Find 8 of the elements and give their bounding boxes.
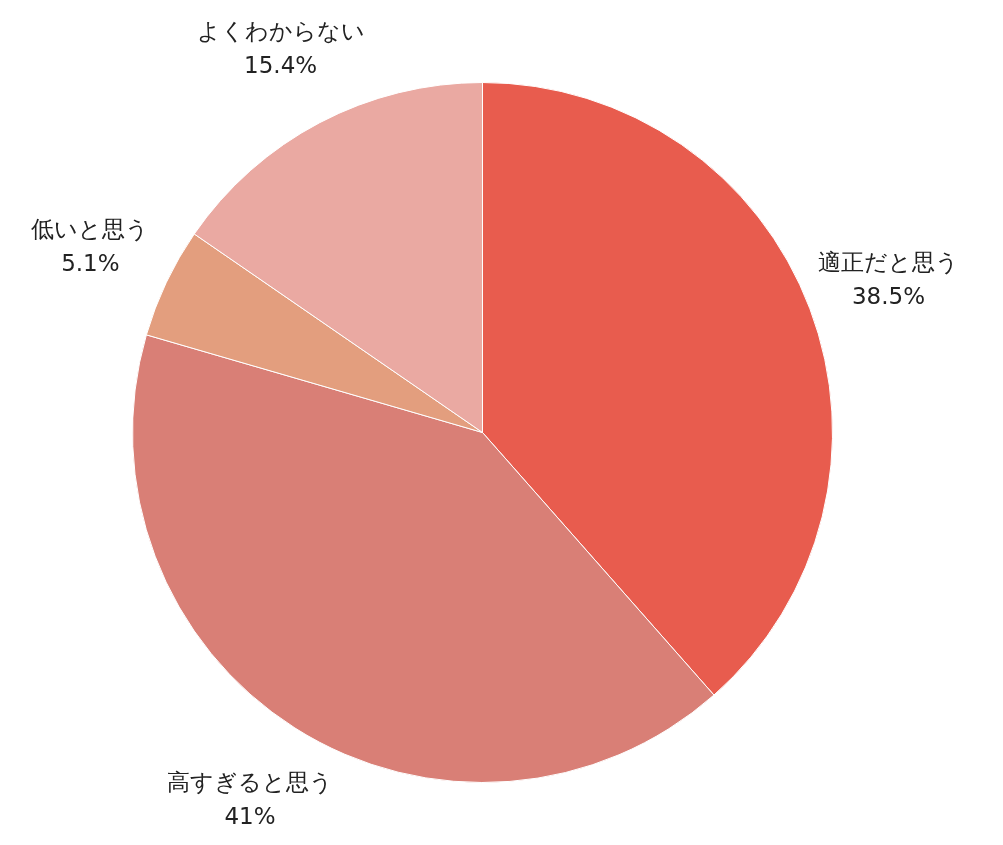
slice-label: 高すぎると思う	[166, 768, 333, 795]
data-label: 5.1%	[61, 250, 120, 277]
slice-label: よくわからない	[196, 18, 365, 45]
data-label: 15.4%	[244, 52, 318, 79]
slice-label: 適正だと思う	[817, 249, 959, 276]
data-label: 38.5%	[851, 283, 926, 310]
data-label: 41%	[224, 802, 276, 829]
slice-label: 低いと思う	[31, 216, 150, 243]
